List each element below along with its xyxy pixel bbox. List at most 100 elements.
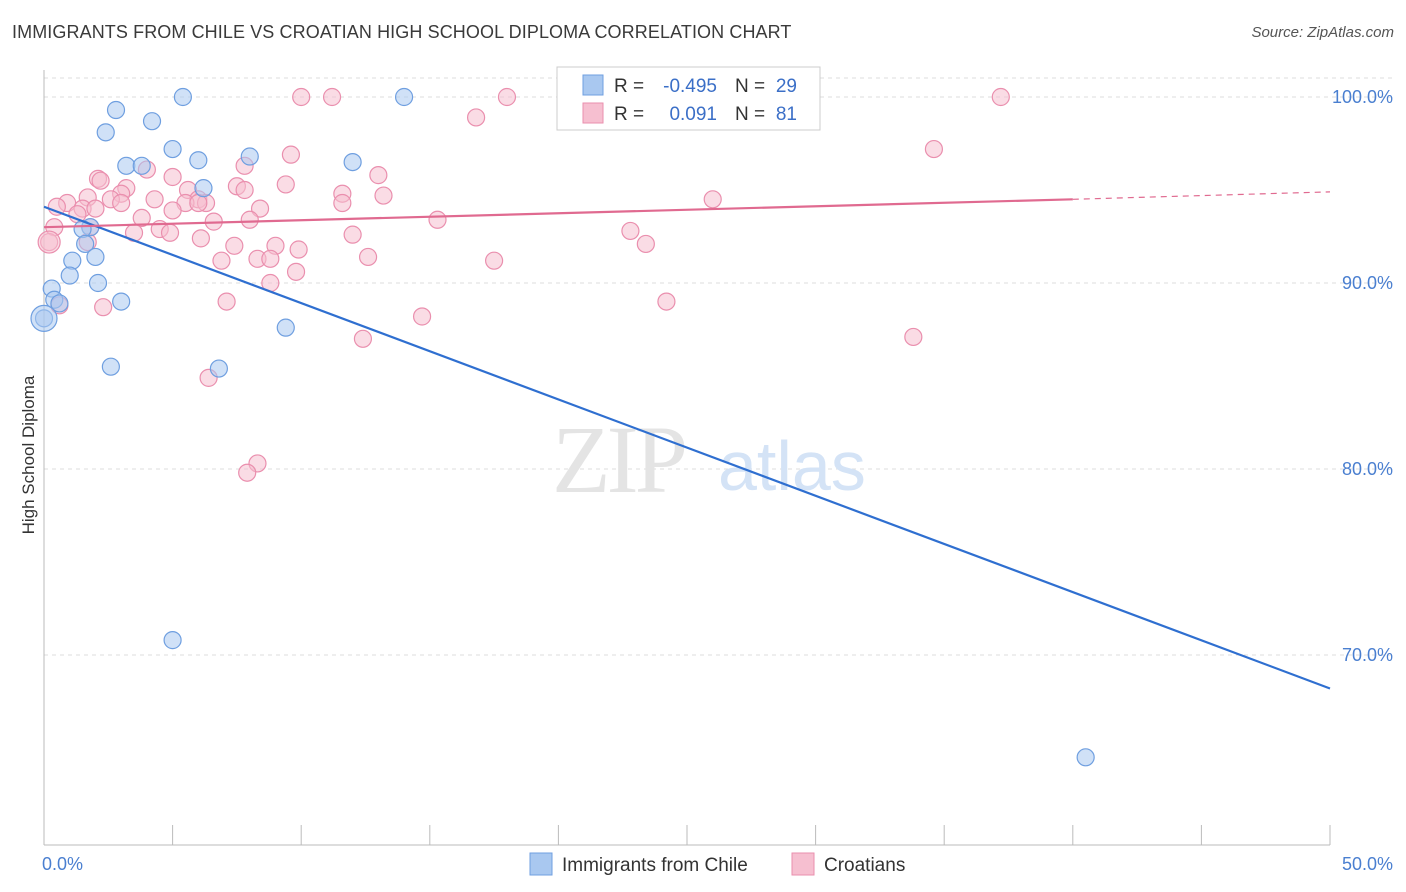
croatians-point <box>358 247 378 267</box>
series-legend-label-chile: Immigrants from Chile <box>562 855 748 876</box>
croatians-point <box>191 229 210 248</box>
chile-trend-line <box>43 205 1331 690</box>
croatians-point <box>235 180 254 200</box>
legend-n-value-chile: 29 <box>776 76 797 97</box>
legend-n-label-croatians: N = <box>735 104 765 125</box>
croatians-points <box>37 87 1010 482</box>
croatians-trend-extension <box>1072 191 1331 200</box>
y-tick-label: 80.0% <box>1342 459 1393 479</box>
croatians-point <box>343 225 362 244</box>
watermark: ZIP atlas <box>552 406 866 513</box>
chile-point <box>276 318 295 337</box>
croatians-point <box>485 251 504 270</box>
croatians-point <box>991 87 1010 107</box>
croatians-point <box>250 199 270 218</box>
croatians-point <box>428 210 447 229</box>
chile-point-large <box>30 304 58 332</box>
croatians-point <box>163 201 182 220</box>
croatians-point <box>276 175 295 194</box>
chile-point <box>163 631 182 650</box>
chile-point <box>209 359 228 378</box>
legend-n-label-chile: N = <box>735 76 765 97</box>
chart-title: IMMIGRANTS FROM CHILE VS CROATIAN HIGH S… <box>12 22 792 42</box>
croatians-point <box>636 234 655 254</box>
croatians-point <box>240 210 259 229</box>
y-tick-label: 100.0% <box>1332 87 1393 107</box>
croatians-point <box>286 262 306 281</box>
croatians-point <box>292 87 311 107</box>
croatians-point <box>904 327 923 347</box>
watermark-atlas: atlas <box>718 427 866 505</box>
croatians-point <box>703 190 722 209</box>
croatians-point <box>353 329 373 348</box>
croatians-point <box>163 167 182 187</box>
y-tick-label: 90.0% <box>1342 273 1393 293</box>
croatians-point <box>369 166 388 185</box>
chile-point <box>101 357 120 376</box>
series-legend: Immigrants from Chile Croatians <box>529 852 905 876</box>
chile-point <box>343 153 362 172</box>
chile-point <box>173 87 192 107</box>
chile-point <box>63 251 82 270</box>
chile-point <box>132 156 151 175</box>
croatians-point <box>924 139 944 159</box>
x-ticks <box>43 825 1331 845</box>
chile-point <box>240 147 259 166</box>
croatians-point <box>281 145 301 164</box>
chile-point <box>142 112 162 131</box>
chile-point <box>96 123 115 142</box>
croatians-point <box>91 171 110 190</box>
chile-point <box>106 100 126 120</box>
chile-point <box>88 273 108 293</box>
croatians-point <box>160 223 180 242</box>
chile-point <box>189 151 208 170</box>
legend-r-label-croatians: R = <box>614 104 644 125</box>
y-tick-label: 70.0% <box>1342 645 1393 665</box>
y-axis-label: High School Diploma <box>19 375 38 534</box>
legend-r-label-chile: R = <box>614 76 644 97</box>
y-tick-labels: 70.0% 80.0% 90.0% 100.0% <box>1332 87 1393 665</box>
stats-legend: R = -0.495 N = 29 R = 0.091 N = 81 <box>556 66 821 131</box>
chile-point <box>112 292 131 311</box>
chile-point <box>1076 748 1095 767</box>
croatians-point <box>333 193 352 213</box>
legend-swatch-chile <box>582 74 604 96</box>
source-label: Source: ZipAtlas.com <box>1251 24 1394 41</box>
croatians-trend-line <box>43 198 1073 229</box>
croatians-point <box>657 292 676 311</box>
croatians-point <box>132 208 151 227</box>
x-tick-label-max: 50.0% <box>1342 854 1393 874</box>
legend-r-value-chile: -0.495 <box>663 76 717 97</box>
croatians-point <box>238 463 257 482</box>
croatians-point <box>145 190 164 209</box>
croatians-point <box>497 87 517 107</box>
series-legend-swatch-chile <box>529 852 553 876</box>
chile-points <box>30 87 1095 767</box>
croatians-point <box>322 87 342 107</box>
chile-point <box>86 247 105 267</box>
croatians-point <box>112 193 131 213</box>
croatians-point <box>261 249 280 268</box>
croatians-point <box>621 221 640 241</box>
legend-n-value-croatians: 81 <box>776 104 797 125</box>
legend-r-value-croatians: 0.091 <box>669 104 717 125</box>
x-tick-label-min: 0.0% <box>42 854 83 874</box>
series-legend-label-croatians: Croatians <box>824 855 905 876</box>
croatians-point <box>217 292 236 311</box>
chile-point <box>394 87 414 107</box>
chile-point <box>76 234 95 254</box>
croatians-point-large <box>37 230 61 254</box>
chile-point <box>163 139 182 159</box>
croatians-point <box>466 108 486 127</box>
croatians-point <box>289 240 308 259</box>
chile-point <box>50 294 69 313</box>
watermark-zip: ZIP <box>552 406 685 513</box>
croatians-point <box>412 307 432 326</box>
chile-point <box>194 179 213 198</box>
croatians-point <box>212 251 231 270</box>
chile-point <box>60 266 79 285</box>
croatians-point <box>86 199 105 218</box>
legend-swatch-croatians <box>582 102 604 124</box>
croatians-point <box>374 186 393 205</box>
